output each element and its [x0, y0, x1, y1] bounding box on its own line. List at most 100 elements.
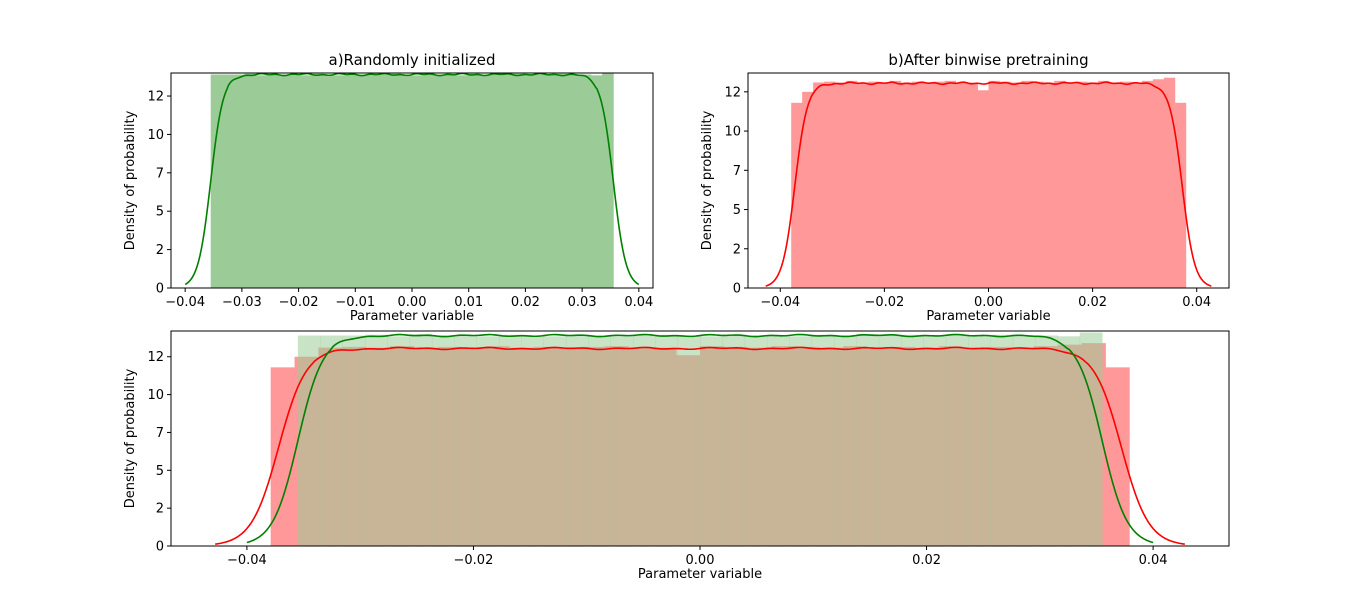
histogram-bar — [977, 90, 989, 288]
histogram-bar — [445, 74, 458, 288]
histogram-bar — [342, 335, 366, 546]
histogram-bar — [431, 335, 455, 546]
histogram-bar — [856, 82, 869, 288]
histogram-bar — [320, 335, 343, 546]
plot-area — [765, 77, 1212, 288]
histogram-bar — [434, 74, 446, 288]
histogram-bar — [1043, 82, 1055, 288]
y-tick-label: 0 — [733, 282, 741, 297]
x-tick-label: 0.00 — [974, 295, 1003, 310]
x-tick-label: −0.04 — [227, 553, 267, 568]
x-tick-label: 0.03 — [568, 295, 597, 310]
histogram-bar — [955, 82, 967, 288]
plot-area — [215, 332, 1185, 546]
y-tick-label: 2 — [156, 502, 164, 517]
histogram-bar — [834, 335, 857, 546]
histogram-bar — [1054, 80, 1066, 288]
histogram-bar — [479, 74, 491, 288]
histogram-bar — [1035, 335, 1058, 546]
histogram-bar — [677, 335, 701, 546]
y-tick-label: 12 — [724, 85, 741, 100]
histogram-bar — [1105, 367, 1130, 546]
histogram-bar — [767, 335, 790, 546]
histogram-bar — [1130, 82, 1143, 288]
histogram-bar — [266, 73, 279, 288]
histogram-bar — [344, 73, 357, 288]
histogram-bar — [944, 80, 957, 288]
histogram-bar — [990, 334, 1014, 546]
histogram-bar — [744, 335, 768, 546]
kde-line — [215, 346, 1185, 545]
histogram-bar — [1065, 82, 1077, 288]
histogram-bar — [221, 74, 234, 288]
histogram-bar — [846, 80, 858, 288]
histogram-bar — [1098, 80, 1110, 288]
histogram-bar — [824, 81, 836, 288]
histogram-bar — [277, 74, 290, 288]
histogram-bar — [945, 335, 969, 546]
histogram-bar — [901, 334, 924, 546]
histogram-bar — [802, 91, 814, 288]
x-axis-label: Parameter variable — [638, 567, 762, 582]
x-tick-label: 0.02 — [511, 295, 540, 310]
histogram-bar — [456, 75, 469, 288]
histogram-bar — [333, 75, 346, 288]
histogram-bar — [255, 75, 268, 288]
x-tick-label: 0.04 — [1139, 553, 1168, 568]
histogram-bar — [501, 74, 514, 288]
histogram-bar — [966, 82, 978, 288]
histogram-bar — [297, 335, 321, 546]
y-tick-label: 7 — [156, 426, 164, 441]
x-tick-label: −0.02 — [864, 295, 904, 310]
x-tick-label: −0.03 — [222, 295, 262, 310]
histogram-bar — [1120, 81, 1132, 288]
histogram-bar — [557, 73, 569, 288]
histogram-bar — [300, 75, 312, 288]
histogram-bar — [922, 82, 935, 288]
x-axis-label: Parameter variable — [926, 309, 1050, 324]
histogram-bar — [387, 336, 410, 546]
y-tick-label: 0 — [156, 540, 164, 555]
histogram-bar — [1021, 80, 1033, 288]
x-tick-label: −0.04 — [165, 295, 205, 310]
histogram-bar — [791, 102, 803, 288]
y-tick-label: 12 — [147, 90, 164, 105]
histogram-bar — [523, 75, 536, 288]
x-tick-label: −0.01 — [335, 295, 375, 310]
y-axis-label: Density of probability — [123, 110, 138, 250]
histogram-bar — [568, 74, 581, 288]
chart-c: −0.04 −0.02 0.00 0.02 0.04 0 2 5 7 10 12 Parameter … — [123, 330, 1230, 582]
histogram-bar — [210, 74, 223, 288]
histogram-bar — [867, 81, 880, 288]
histogram-bar — [933, 81, 946, 288]
histogram-bar — [900, 82, 913, 288]
histogram-bar — [813, 82, 825, 288]
histogram-bar — [1174, 102, 1187, 288]
histogram-bar — [1152, 79, 1165, 288]
histogram-bar — [655, 334, 679, 546]
chart-b: −0.04 −0.02 0.00 0.02 0.04 0 2 5 7 10 12 b)After bi… — [700, 51, 1230, 324]
histogram-bar — [923, 336, 947, 546]
histogram-bar — [423, 74, 435, 288]
histogram-bar — [1032, 81, 1044, 288]
histogram-bar — [811, 334, 835, 546]
y-tick-label: 5 — [733, 203, 741, 218]
histogram-bar — [322, 74, 335, 288]
chart-title: a)Randomly initialized — [329, 51, 496, 69]
histogram-bar — [878, 82, 891, 288]
kde-line — [246, 333, 1154, 544]
histogram-bar — [512, 73, 525, 288]
x-tick-label: −0.02 — [454, 553, 494, 568]
y-tick-label: 10 — [147, 388, 164, 403]
histogram-bar — [911, 81, 924, 288]
histogram-bar — [412, 75, 424, 288]
x-tick-label: 0.00 — [398, 295, 427, 310]
x-tick-label: 0.04 — [624, 295, 653, 310]
x-tick-label: −0.04 — [760, 295, 800, 310]
histogram-bar — [878, 335, 902, 546]
y-tick-label: 10 — [724, 125, 741, 140]
histogram-bar — [400, 74, 413, 288]
x-tick-label: 0.04 — [1182, 295, 1211, 310]
histogram-bar — [356, 74, 368, 288]
